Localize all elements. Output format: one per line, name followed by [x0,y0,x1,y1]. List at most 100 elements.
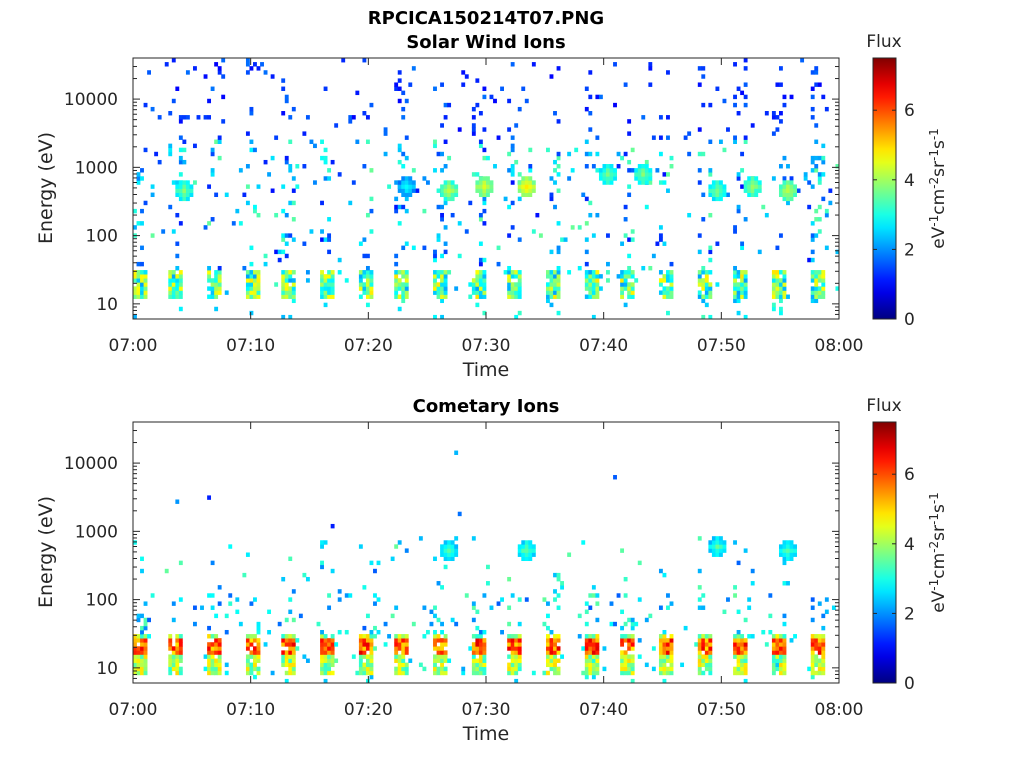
heatmap-cell [736,282,741,287]
heatmap-cell [327,605,332,610]
heatmap-cell [221,94,226,100]
heatmap-cell [521,192,526,198]
heatmap-cell [284,253,289,259]
heatmap-cell [440,621,444,627]
heatmap-cell [228,544,233,549]
heatmap-cell [630,617,635,623]
heatmap-cell [178,670,183,676]
heatmap-cell [644,176,649,181]
heatmap-cell [168,658,173,663]
heatmap-cell [704,658,709,663]
heatmap-cell [284,278,289,283]
heatmap-cell [433,613,437,619]
heatmap-cell [457,221,462,226]
heatmap-cell [510,274,515,279]
heatmap-cell [394,274,399,279]
heatmap-cell [810,294,815,299]
heatmap-cell [771,115,776,120]
heatmap-cell [411,168,416,173]
heatmap-cell [281,286,286,291]
heatmap-cell [214,294,219,299]
heatmap-cell [249,670,254,676]
heatmap-cell [267,629,272,635]
heatmap-cell [143,638,148,643]
heatmap-cell [454,192,459,198]
heatmap-cell [630,274,635,279]
heatmap-cell [320,662,324,668]
heatmap-cell [436,282,441,287]
heatmap-cell [733,270,737,275]
heatmap-cell [627,192,632,198]
heatmap-cell [740,245,745,251]
heatmap-cell [754,188,759,193]
heatmap-cell [313,143,317,149]
heatmap-cell [401,90,406,96]
heatmap-cell [563,237,568,242]
heatmap-cell [274,135,279,140]
heatmap-cell [514,286,519,291]
heatmap-cell [133,638,137,643]
heatmap-cell [637,164,642,169]
heatmap-cell [814,282,819,287]
heatmap-cell [433,662,437,668]
heatmap-cell [327,642,332,647]
heatmap-cell [411,245,416,251]
heatmap-cell [750,581,755,586]
heatmap-cell [524,176,529,181]
heatmap-cell [193,180,197,185]
heatmap-cell [133,278,137,283]
heatmap-cell [433,168,437,173]
heatmap-cell [701,654,706,659]
heatmap-cell [715,548,720,553]
heatmap-cell [440,298,444,304]
heatmap-cell [482,629,487,635]
heatmap-cell [447,192,452,198]
heatmap-cell [517,638,522,643]
heatmap-cell [291,654,296,659]
heatmap-cell [404,548,409,553]
heatmap-cell [214,650,219,655]
heatmap-cell [320,638,324,643]
heatmap-cell [210,666,215,672]
heatmap-cell [482,221,487,226]
heatmap-cell [327,638,332,643]
heatmap-cell [531,62,536,67]
heatmap-cell [793,634,797,639]
heatmap-cell [733,229,737,234]
heatmap-cell [531,229,536,234]
heatmap-cell [510,200,515,206]
heatmap-cell [514,650,519,655]
heatmap-cell [616,164,621,169]
heatmap-cell [408,176,413,181]
heatmap-cell [454,544,459,549]
heatmap-cell [768,629,773,635]
heatmap-cell [443,552,448,557]
heatmap-cell [623,151,628,157]
heatmap-cell [482,658,487,663]
heatmap-cell [436,646,441,651]
heatmap-cell [214,278,219,283]
heatmap-cell [584,621,589,627]
heatmap-cell [634,621,639,627]
heatmap-cell [291,670,296,676]
heatmap-cell [630,662,635,668]
heatmap-cell [482,282,487,287]
heatmap-cell [510,180,515,185]
heatmap-cell [401,294,406,299]
heatmap-cell [648,265,653,271]
heatmap-cell [754,176,759,181]
heatmap-cell [591,294,596,299]
heatmap-cell [341,58,346,63]
heatmap-cell [401,282,406,287]
heatmap-cell [238,168,243,173]
heatmap-cell [440,670,444,676]
heatmap-cell [743,184,748,189]
heatmap-cell [567,552,572,557]
heatmap-cell [182,180,187,185]
heatmap-cell [394,670,399,676]
heatmap-cell [786,196,790,202]
heatmap-cell [157,115,162,120]
heatmap-cell [613,475,617,480]
heatmap-cell [143,658,148,663]
heatmap-cell [284,638,289,643]
